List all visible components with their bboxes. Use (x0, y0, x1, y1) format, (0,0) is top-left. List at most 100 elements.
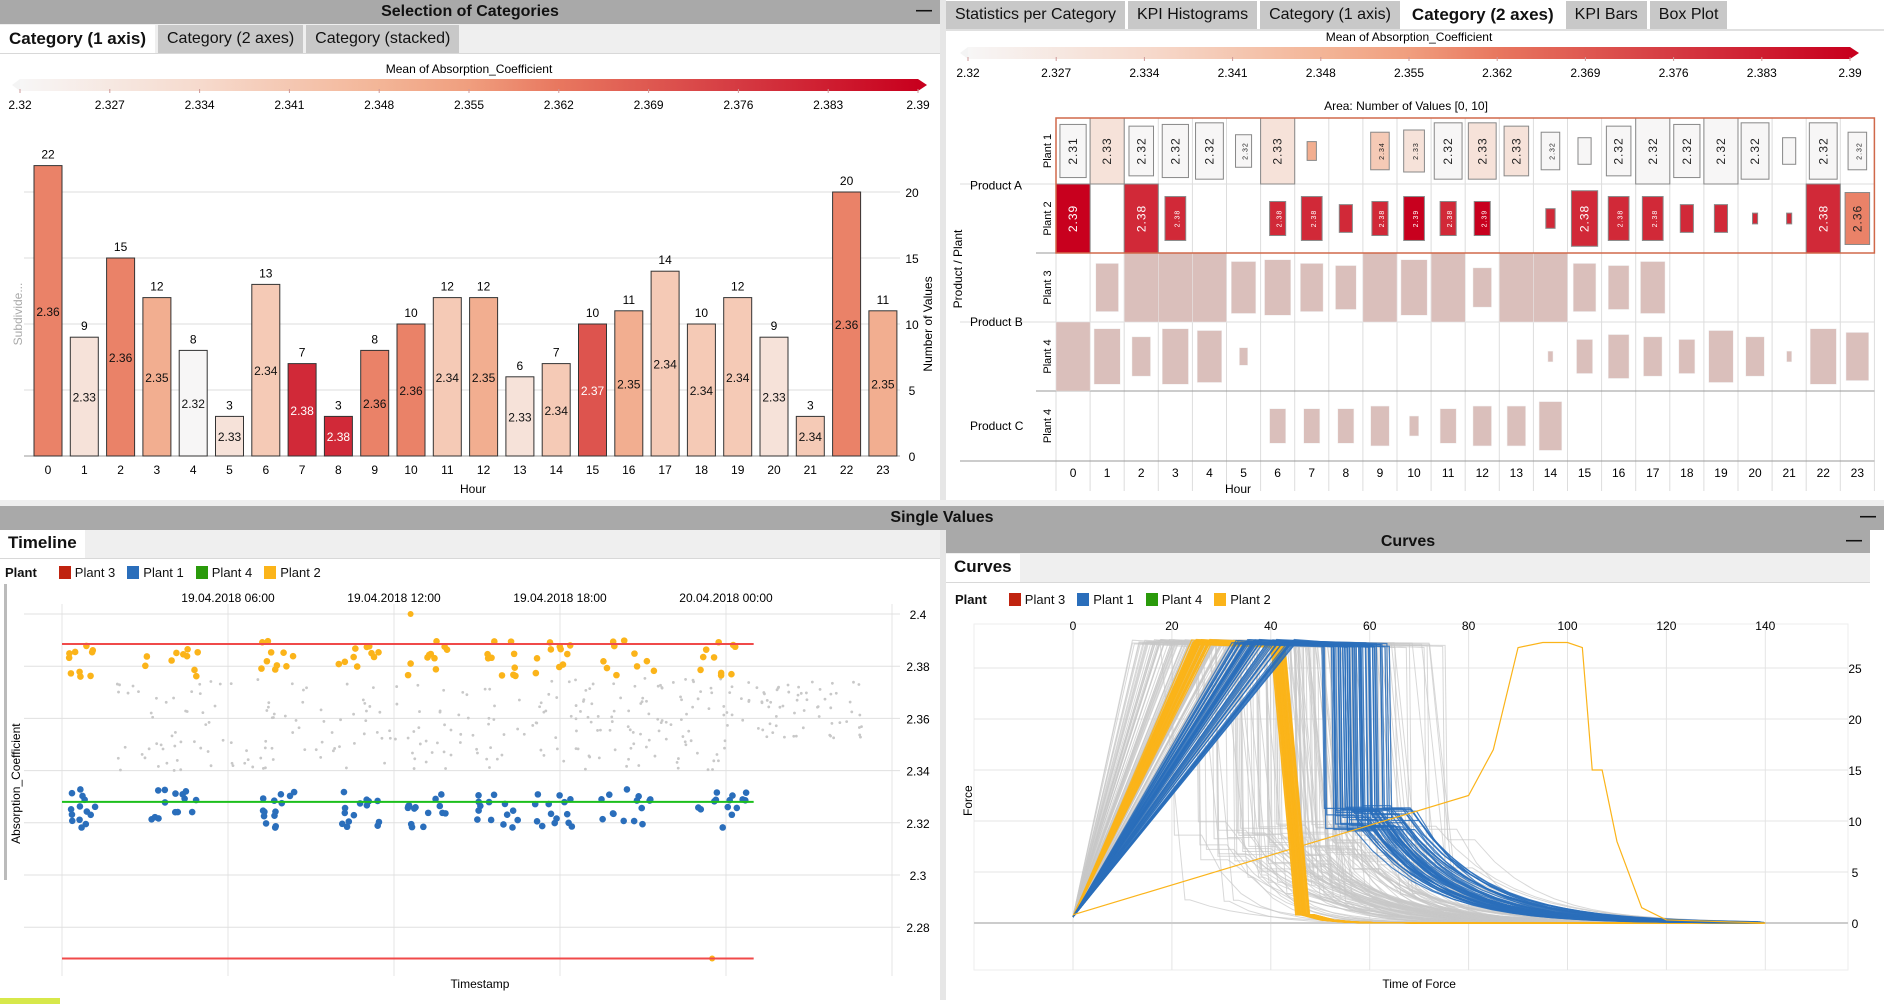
heatmap-cell[interactable] (1371, 200, 1389, 237)
heatmap-cell[interactable] (1335, 265, 1357, 310)
heatmap-cell[interactable] (1089, 117, 1125, 185)
heatmap-cell[interactable] (1338, 204, 1353, 233)
minimize-button[interactable]: — (1846, 532, 1862, 549)
heatmap-cell[interactable] (1607, 196, 1630, 241)
minimize-button[interactable]: — (916, 2, 932, 19)
legend-item-plant-2[interactable]: Plant 2 (264, 565, 321, 580)
bar[interactable] (505, 376, 535, 457)
bar[interactable] (432, 297, 462, 457)
tab-category-2-axes[interactable]: Category (2 axes) (158, 25, 304, 53)
heatmap-cell[interactable] (1362, 252, 1398, 323)
minimize-button[interactable]: — (1860, 508, 1876, 525)
heatmap-cell[interactable] (1303, 408, 1321, 444)
heatmap-cell[interactable] (1195, 122, 1224, 180)
bar[interactable] (251, 283, 281, 457)
heatmap-cell[interactable] (1439, 200, 1457, 237)
heatmap-cell[interactable] (1158, 252, 1193, 323)
heatmap-cell[interactable] (1473, 200, 1491, 237)
heatmap-cell[interactable] (1409, 415, 1419, 437)
bar[interactable] (650, 270, 680, 457)
heatmap-cell[interactable] (1055, 321, 1091, 392)
legend-item-plant-2[interactable]: Plant 2 (1214, 592, 1271, 607)
bar[interactable] (578, 323, 607, 457)
heatmap-cell[interactable] (1164, 196, 1187, 241)
heatmap-cell[interactable] (1306, 141, 1317, 161)
heatmap-cell[interactable] (1300, 263, 1324, 312)
heatmap-cell[interactable] (1260, 117, 1296, 185)
heatmap-cell[interactable] (1805, 183, 1841, 254)
splitter[interactable] (940, 0, 946, 505)
heatmap-cell[interactable] (1400, 259, 1428, 316)
heatmap-cell[interactable] (1059, 123, 1087, 179)
bar[interactable] (832, 191, 862, 457)
heatmap-cell[interactable] (1608, 334, 1630, 379)
heatmap-cell[interactable] (1786, 212, 1793, 225)
heatmap-cell[interactable] (1679, 204, 1694, 233)
heatmap-cell[interactable] (1433, 122, 1463, 180)
heatmap-cell[interactable] (1640, 261, 1666, 314)
heatmap-cell[interactable] (1269, 408, 1286, 444)
heatmap-cell[interactable] (1635, 117, 1671, 185)
scrollbar[interactable] (4, 584, 7, 880)
heatmap-cell[interactable] (1570, 190, 1599, 247)
bar[interactable] (178, 349, 208, 457)
heatmap-cell[interactable] (1337, 408, 1355, 444)
tab-box-plot[interactable]: Box Plot (1649, 1, 1728, 29)
bar[interactable] (795, 415, 825, 457)
tab-kpi-bars[interactable]: KPI Bars (1565, 1, 1647, 29)
heatmap-cell[interactable] (1123, 183, 1159, 254)
heatmap-cell[interactable] (1809, 328, 1837, 385)
heatmap-cell[interactable] (1576, 339, 1593, 374)
heatmap-cell[interactable] (1269, 200, 1287, 237)
tab-category-2-axes[interactable]: Category (2 axes) (1402, 1, 1563, 29)
heatmap-cell[interactable] (1577, 137, 1592, 165)
bar[interactable] (69, 336, 99, 457)
legend-item-plant-1[interactable]: Plant 1 (1077, 592, 1134, 607)
bar[interactable] (469, 297, 499, 457)
heatmap-cell[interactable] (1844, 192, 1871, 245)
bar[interactable] (360, 349, 390, 457)
bar[interactable] (323, 415, 353, 457)
heatmap-cell[interactable] (1847, 131, 1868, 171)
heatmap-cell[interactable] (1300, 196, 1323, 241)
tab-category-1-axis[interactable]: Category (1 axis) (1260, 1, 1400, 29)
heatmap-cell[interactable] (1192, 252, 1227, 323)
bar[interactable] (396, 323, 426, 457)
bar[interactable] (723, 297, 753, 457)
heatmap-cell[interactable] (1845, 332, 1869, 381)
heatmap-cell[interactable] (1678, 339, 1696, 374)
heatmap-cell[interactable] (1499, 252, 1534, 323)
tab-category-1-axis[interactable]: Category (1 axis) (0, 25, 155, 53)
heatmap-cell[interactable] (1752, 212, 1759, 225)
heatmap-cell[interactable] (1472, 267, 1492, 308)
heatmap-cell[interactable] (1533, 252, 1568, 323)
heatmap-cell[interactable] (1673, 123, 1701, 179)
heatmap-cell[interactable] (1540, 131, 1561, 171)
heatmap-cell[interactable] (1235, 134, 1253, 168)
heatmap-cell[interactable] (1713, 204, 1729, 233)
bar[interactable] (33, 165, 63, 457)
heatmap-cell[interactable] (1161, 123, 1189, 179)
tab-kpi-histograms[interactable]: KPI Histograms (1127, 1, 1258, 29)
bar[interactable] (868, 310, 898, 457)
heatmap-cell[interactable] (1786, 350, 1792, 363)
bar[interactable] (614, 310, 644, 457)
legend-item-plant-1[interactable]: Plant 1 (127, 565, 184, 580)
heatmap-cell[interactable] (1196, 330, 1222, 383)
tab-timeline[interactable]: Timeline (0, 530, 85, 558)
heatmap-cell[interactable] (1547, 350, 1554, 363)
heatmap-cell[interactable] (1708, 330, 1734, 383)
heatmap-cell[interactable] (1430, 252, 1466, 323)
heatmap-cell[interactable] (1403, 129, 1425, 173)
bar[interactable] (759, 336, 789, 457)
heatmap-cell[interactable] (1503, 125, 1530, 177)
heatmap-cell[interactable] (1643, 336, 1663, 377)
tab-statistics-per-category[interactable]: Statistics per Category (946, 1, 1125, 29)
heatmap-cell[interactable] (1264, 259, 1292, 316)
heatmap-cell[interactable] (1472, 405, 1492, 447)
heatmap-cell[interactable] (1128, 125, 1155, 177)
heatmap-cell[interactable] (1506, 405, 1526, 447)
bar[interactable] (686, 323, 716, 457)
splitter[interactable] (0, 500, 1884, 506)
tab-curves[interactable]: Curves (946, 554, 1020, 582)
